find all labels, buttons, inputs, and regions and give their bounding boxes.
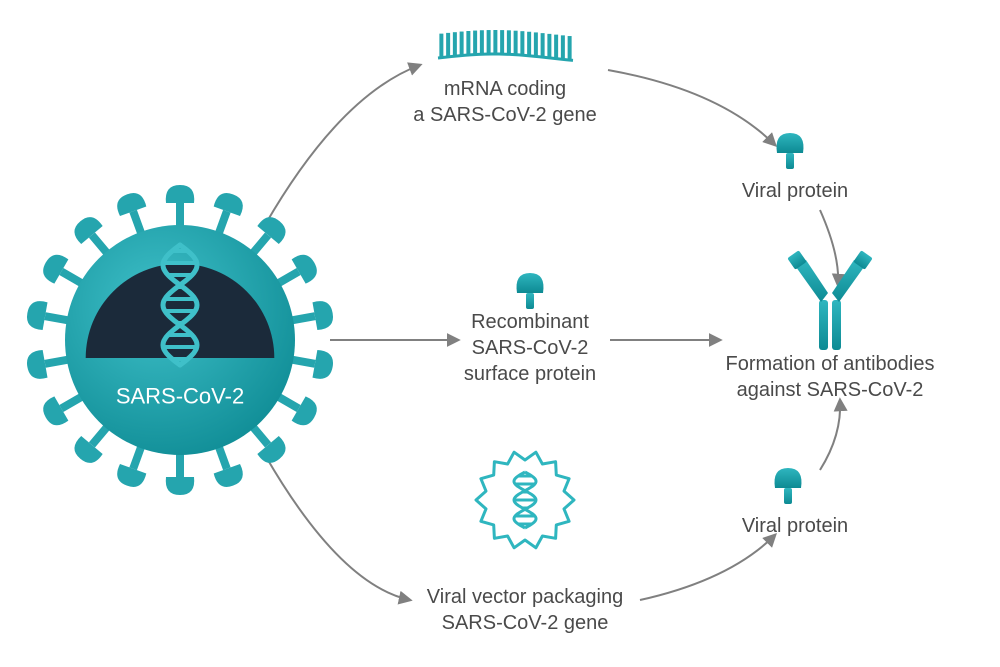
arrow-vpbot-to-antibody [820, 400, 840, 470]
virus-spike [166, 453, 194, 495]
nodes-antibody-line2: against SARS-CoV-2 [737, 379, 924, 401]
arrow-virus-to-vector [265, 455, 410, 600]
nodes-mrna-line2: a SARS-CoV-2 gene [413, 104, 596, 126]
nodes-antibody-line1: Formation of antibodies [725, 353, 934, 375]
nodes-mrna-line1: mRNA coding [444, 78, 566, 100]
virus-spike [289, 299, 335, 334]
arrow-vptop-to-antibody [820, 210, 838, 285]
nodes-vector-line1: Viral vector packaging [427, 586, 623, 608]
spike-protein-icon [777, 133, 804, 169]
nodes-vp_top-label: Viral protein [742, 180, 848, 202]
virus-spike [289, 346, 335, 381]
nodes-recomb-line2: SARS-CoV-2 [472, 337, 589, 359]
antibody-icon [787, 250, 872, 350]
nodes-vp_bot-label: Viral protein [742, 515, 848, 537]
nodes-recomb-line1: Recombinant [471, 311, 589, 333]
nodes-vector-line2: SARS-CoV-2 gene [442, 612, 609, 634]
spike-protein-icon [517, 273, 544, 309]
sars-cov-2-virus: SARS-CoV-2 [25, 185, 335, 495]
virus-spike [25, 299, 71, 334]
arrow-vector-to-vpbot [640, 535, 775, 600]
arrow-mrna-to-vptop [608, 70, 775, 145]
viral-vector-icon [476, 452, 574, 548]
mrna-icon [438, 30, 573, 60]
virus-label: SARS-CoV-2 [116, 383, 244, 408]
spike-protein-icon [775, 468, 802, 504]
virus-spike [25, 346, 71, 381]
virus-spike [166, 185, 194, 227]
nodes-recomb-line3: surface protein [464, 363, 596, 385]
arrow-virus-to-mrna [265, 65, 420, 225]
